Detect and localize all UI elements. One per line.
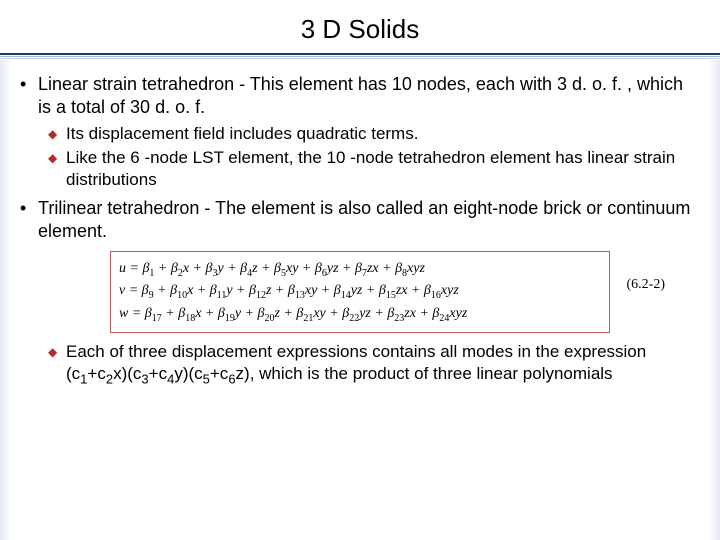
- diamond-icon: ◆: [48, 341, 66, 388]
- bullet-text: Trilinear tetrahedron - The element is a…: [38, 197, 700, 243]
- equation-ref: (6.2-2): [627, 276, 666, 294]
- sub-bullet-text: Each of three displacement expressions c…: [66, 341, 700, 388]
- equation-box: (6.2-2) u = β1 + β2x + β3y + β4z + β5xy …: [110, 251, 610, 333]
- sub-bullet-text: Its displacement field includes quadrati…: [66, 123, 700, 145]
- slide-title: 3 D Solids: [0, 0, 720, 49]
- bullet-dot-icon: •: [20, 197, 38, 243]
- equation-u: u = β1 + β2x + β3y + β4z + β5xy + β6yz +…: [119, 258, 601, 281]
- sub-bullet-text: Like the 6 -node LST element, the 10 -no…: [66, 147, 700, 191]
- diamond-icon: ◆: [48, 147, 66, 191]
- content: • Linear strain tetrahedron - This eleme…: [0, 59, 720, 388]
- diamond-icon: ◆: [48, 123, 66, 145]
- bullet-dot-icon: •: [20, 73, 38, 119]
- sub-bullet-linear-strain: ◆ Like the 6 -node LST element, the 10 -…: [48, 147, 700, 191]
- decor-right: [708, 60, 720, 540]
- slide: 3 D Solids • Linear strain tetrahedron -…: [0, 0, 720, 540]
- decor-left: [0, 60, 12, 540]
- bullet-lst: • Linear strain tetrahedron - This eleme…: [20, 73, 700, 119]
- bullet-trilinear: • Trilinear tetrahedron - The element is…: [20, 197, 700, 243]
- sub-bullet-quadratic: ◆ Its displacement field includes quadra…: [48, 123, 700, 145]
- equation-w: w = β17 + β18x + β19y + β20z + β21xy + β…: [119, 303, 601, 326]
- equation-v: v = β9 + β10x + β11y + β12z + β13xy + β1…: [119, 280, 601, 303]
- bullet-text: Linear strain tetrahedron - This element…: [38, 73, 700, 119]
- sub-bullet-modes: ◆ Each of three displacement expressions…: [48, 341, 700, 388]
